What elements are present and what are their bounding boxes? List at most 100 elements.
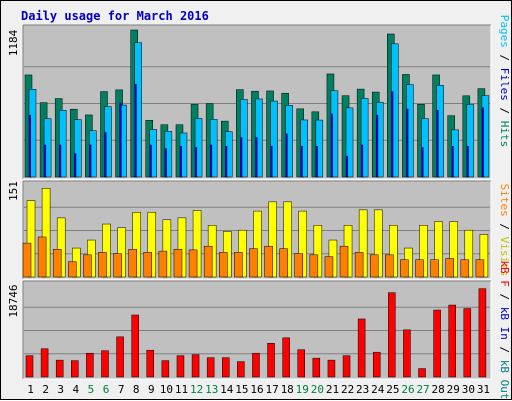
sites-bar — [369, 254, 379, 278]
kbf-bar — [55, 359, 64, 378]
sites-bar — [339, 245, 349, 278]
files-bar — [421, 147, 424, 177]
day-label: 29 — [447, 383, 460, 396]
day-label: 10 — [160, 383, 173, 396]
kbf-bar — [448, 304, 456, 378]
kbf-bar — [40, 348, 49, 378]
files-bar — [179, 145, 182, 177]
day-label: 2 — [42, 383, 49, 396]
kbf-bar — [282, 337, 290, 378]
files-bar — [315, 145, 318, 177]
sites-bar — [460, 259, 470, 278]
legend-kbytes: kB F / kB In / kB Out — [498, 260, 511, 399]
kbf-bar — [478, 288, 487, 378]
kbf-bar — [161, 360, 170, 378]
kbf-bar — [101, 350, 109, 378]
files-bar — [29, 114, 31, 177]
kbf-bar — [372, 351, 381, 378]
day-label: 14 — [220, 383, 234, 396]
files-bar — [225, 145, 228, 177]
kbf-bar — [297, 349, 305, 378]
files-bar — [195, 147, 198, 177]
kbf-bar — [357, 318, 366, 378]
legend-kbytes-part: kB Out — [498, 360, 511, 400]
chart-title: Daily usage for March 2016 — [21, 9, 209, 23]
y-max-label: 18746 — [7, 284, 20, 317]
sites-bar — [249, 248, 258, 278]
kbf-bar — [237, 361, 245, 378]
kbf-bar — [191, 354, 200, 378]
legend-hits: Pages / Files / Hits — [498, 15, 511, 148]
day-label: 22 — [341, 383, 354, 396]
sites-bar — [37, 236, 47, 278]
files-bar — [436, 109, 439, 177]
files-bar — [285, 133, 288, 177]
files-bar — [164, 148, 167, 177]
sites-bar — [68, 261, 77, 278]
sites-bar — [83, 254, 92, 278]
sites-bar — [279, 248, 288, 278]
day-label: 6 — [103, 383, 110, 396]
day-label: 28 — [432, 383, 445, 396]
day-label: 4 — [73, 383, 80, 396]
files-bar — [149, 144, 152, 177]
files-bar — [240, 137, 243, 177]
kbf-bar — [388, 292, 396, 378]
sites-bar — [354, 252, 364, 278]
day-label: 20 — [311, 383, 324, 396]
sites-bar — [22, 242, 32, 278]
day-label: 7 — [118, 383, 125, 396]
files-bar — [481, 107, 484, 177]
files-bar — [210, 144, 213, 177]
day-label: 31 — [477, 383, 490, 396]
files-bar — [361, 144, 364, 177]
sites-bar — [475, 259, 485, 278]
sites-bar — [234, 252, 243, 278]
files-bar — [406, 108, 409, 177]
legend-kbytes-part: kB F — [498, 260, 511, 287]
day-label: 26 — [401, 383, 414, 396]
legend-visits-part: Visits — [498, 237, 511, 277]
kbf-bar — [312, 357, 321, 378]
kbf-bar — [463, 308, 472, 378]
sites-bar — [203, 245, 213, 278]
sites-bar — [52, 249, 62, 278]
day-label: 16 — [250, 383, 263, 396]
legend-visits-part: / — [498, 217, 511, 237]
day-label: 18 — [281, 383, 294, 396]
sites-bar — [400, 259, 409, 278]
legend-hits-part: / — [498, 101, 511, 121]
sites-bar — [219, 252, 228, 278]
pages-bar — [466, 104, 475, 178]
day-label: 11 — [175, 383, 188, 396]
day-label: 21 — [326, 383, 339, 396]
kbf-bar — [252, 352, 260, 378]
pages-bar — [360, 98, 369, 178]
files-bar — [466, 145, 469, 177]
day-label: 13 — [205, 383, 218, 396]
pages-bar — [74, 119, 82, 178]
kbf-bar — [342, 355, 351, 378]
sites-bar — [158, 250, 168, 278]
pages-bar — [345, 107, 354, 178]
kbf-bar — [327, 359, 336, 378]
files-bar — [44, 144, 47, 177]
kbf-bar — [131, 314, 139, 378]
files-bar — [134, 83, 137, 177]
files-bar — [74, 153, 77, 177]
kbf-bar — [433, 309, 441, 378]
files-bar — [255, 137, 258, 177]
files-bar — [89, 144, 92, 177]
files-bar — [451, 145, 454, 177]
kbf-bar — [418, 368, 426, 378]
day-label: 15 — [235, 383, 248, 396]
files-bar — [270, 145, 273, 177]
day-label: 24 — [371, 383, 385, 396]
kbf-bar — [25, 355, 34, 378]
files-bar — [330, 113, 333, 177]
kbf-bar — [267, 343, 275, 378]
sites-bar — [264, 245, 273, 278]
sites-bar — [415, 259, 424, 278]
legend-visits: Sites / Visits — [498, 184, 511, 277]
